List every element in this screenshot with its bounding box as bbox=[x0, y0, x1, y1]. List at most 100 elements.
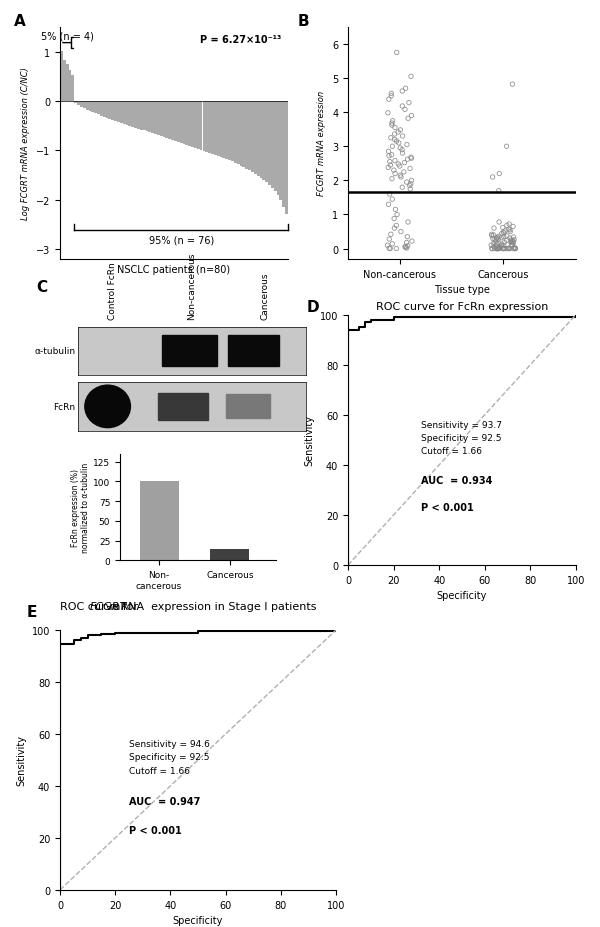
Point bbox=[490, 242, 499, 257]
Text: Sensitivity = 94.6
Specificity = 92.5
Cutoff = 1.66: Sensitivity = 94.6 Specificity = 92.5 Cu… bbox=[129, 740, 210, 775]
Point bbox=[494, 242, 503, 257]
Text: FcRn: FcRn bbox=[53, 402, 76, 412]
Bar bbox=[188, 102, 191, 147]
Point bbox=[505, 242, 514, 257]
Title: ROC curve for FcRn expression: ROC curve for FcRn expression bbox=[376, 301, 548, 311]
Point bbox=[505, 218, 514, 233]
Bar bbox=[205, 102, 208, 153]
Point bbox=[508, 238, 517, 253]
Point bbox=[386, 89, 396, 104]
Bar bbox=[277, 102, 280, 196]
Bar bbox=[66, 65, 68, 102]
Point bbox=[508, 78, 517, 93]
Point bbox=[402, 175, 412, 190]
Point bbox=[500, 235, 509, 250]
Point bbox=[509, 230, 518, 245]
X-axis label: Tissue type: Tissue type bbox=[434, 285, 490, 295]
Point bbox=[497, 239, 506, 254]
Point bbox=[386, 228, 395, 243]
Bar bbox=[94, 102, 97, 114]
Point bbox=[383, 160, 393, 175]
Bar bbox=[214, 102, 217, 156]
Bar bbox=[211, 549, 250, 561]
Bar bbox=[208, 102, 211, 154]
Bar bbox=[174, 102, 177, 142]
Bar bbox=[114, 102, 117, 121]
Point bbox=[490, 233, 500, 248]
Point bbox=[390, 127, 400, 142]
Text: E: E bbox=[27, 604, 37, 619]
Point bbox=[390, 154, 400, 169]
Text: ROC curve for: ROC curve for bbox=[60, 601, 142, 611]
Point bbox=[389, 222, 399, 236]
Bar bbox=[242, 102, 245, 168]
Point bbox=[391, 167, 400, 182]
Point bbox=[394, 125, 403, 140]
Bar bbox=[89, 102, 91, 111]
Point bbox=[488, 232, 498, 247]
Point bbox=[494, 230, 503, 245]
Bar bbox=[151, 102, 154, 134]
Bar bbox=[157, 102, 160, 136]
Bar bbox=[154, 102, 157, 135]
Point bbox=[401, 240, 410, 255]
Point bbox=[395, 169, 405, 184]
Point bbox=[407, 152, 416, 167]
Point bbox=[398, 130, 407, 145]
Point bbox=[495, 242, 505, 257]
Point bbox=[494, 184, 503, 198]
Bar bbox=[283, 102, 285, 208]
Bar bbox=[143, 102, 146, 132]
Bar bbox=[134, 102, 137, 129]
Bar bbox=[260, 102, 262, 179]
Point bbox=[383, 107, 392, 121]
Bar bbox=[137, 102, 140, 130]
Point bbox=[383, 238, 392, 253]
Bar bbox=[274, 102, 277, 192]
Point bbox=[493, 242, 503, 257]
Point bbox=[510, 242, 520, 257]
Point bbox=[402, 235, 412, 250]
Point bbox=[403, 112, 413, 127]
Text: P < 0.001: P < 0.001 bbox=[421, 502, 474, 513]
Point bbox=[398, 146, 407, 161]
Point bbox=[406, 150, 416, 165]
Point bbox=[395, 159, 404, 174]
Point bbox=[492, 242, 502, 257]
Point bbox=[405, 162, 415, 177]
Point bbox=[403, 153, 412, 168]
Bar bbox=[182, 102, 185, 146]
Point bbox=[400, 103, 410, 118]
Bar bbox=[223, 102, 226, 159]
Bar bbox=[71, 76, 74, 102]
Bar bbox=[166, 102, 168, 139]
Point bbox=[499, 242, 508, 257]
Point bbox=[492, 242, 502, 257]
Text: Control FcRn: Control FcRn bbox=[108, 261, 116, 319]
Point bbox=[504, 222, 514, 237]
Point bbox=[511, 242, 520, 257]
Point bbox=[493, 231, 502, 246]
Point bbox=[396, 171, 406, 185]
Point bbox=[391, 242, 401, 257]
Point bbox=[511, 242, 520, 257]
Point bbox=[499, 225, 508, 240]
Point bbox=[386, 159, 395, 173]
Point bbox=[385, 187, 394, 202]
Point bbox=[509, 236, 518, 251]
Bar bbox=[262, 102, 265, 181]
Point bbox=[407, 173, 416, 188]
Point bbox=[505, 242, 515, 257]
Bar bbox=[68, 71, 71, 102]
Point bbox=[505, 225, 515, 240]
Point bbox=[403, 239, 412, 254]
Point bbox=[384, 145, 394, 159]
Point bbox=[497, 237, 506, 252]
Point bbox=[384, 93, 394, 108]
Point bbox=[384, 149, 394, 164]
Point bbox=[392, 134, 401, 149]
Point bbox=[407, 235, 417, 249]
Point bbox=[493, 242, 503, 257]
Point bbox=[406, 183, 415, 197]
Point bbox=[395, 142, 405, 157]
